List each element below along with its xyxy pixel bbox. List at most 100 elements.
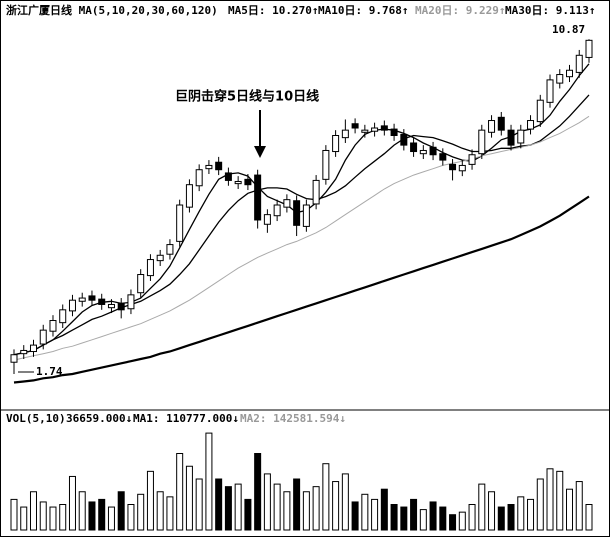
volume-bar <box>195 478 203 531</box>
candle-body <box>410 142 418 153</box>
candle-body <box>59 309 67 324</box>
volume-bar <box>312 486 320 531</box>
candle-body <box>117 302 125 311</box>
candle-body <box>361 129 369 133</box>
candle-body <box>263 214 271 225</box>
candle-body <box>566 69 574 78</box>
volume-bar <box>205 432 213 531</box>
high-label: 10.87 <box>552 23 585 36</box>
candle-body <box>575 54 583 73</box>
candle-body <box>312 179 320 205</box>
volume-header-text: MA1: 110777.000↓ <box>133 412 239 425</box>
candle-body <box>146 259 154 277</box>
candle-body <box>49 320 57 332</box>
volume-bar <box>322 463 330 531</box>
volume-bar <box>527 498 535 531</box>
header-text: MA10日: 9.768↑ <box>318 4 408 17</box>
candle-body <box>195 169 203 187</box>
volume-bar <box>244 498 252 531</box>
volume-bar <box>468 504 476 531</box>
header-text: MA30日: 9.113↑ <box>505 4 595 17</box>
volume-bar <box>410 498 418 531</box>
candle-body <box>244 178 252 186</box>
ma-line <box>13 63 590 356</box>
candle-body <box>29 344 37 353</box>
volume-bar <box>185 465 193 531</box>
volume-bar <box>283 491 291 531</box>
volume-bar <box>68 475 76 531</box>
candle-body <box>556 74 564 84</box>
volume-bar <box>556 470 564 531</box>
volume-bar <box>156 491 164 531</box>
candle-body <box>39 329 47 345</box>
ma-line <box>13 94 590 356</box>
candle-body <box>283 199 291 208</box>
candle-body <box>137 274 145 294</box>
volume-bar <box>293 478 301 531</box>
candle-body <box>224 172 232 181</box>
candle-body <box>98 298 106 305</box>
volume-bar <box>78 491 86 531</box>
candle-body <box>293 200 301 226</box>
volume-bar <box>127 504 135 531</box>
volume-bar <box>351 501 359 531</box>
volume-bar <box>263 473 271 531</box>
volume-bar <box>176 453 184 531</box>
volume-bar <box>585 504 593 531</box>
volume-bar <box>400 506 408 531</box>
candle-body <box>10 354 18 363</box>
volume-bar <box>536 478 544 531</box>
volume-header-text: 36659.000↓ <box>66 412 132 425</box>
volume-bar <box>117 491 125 531</box>
volume-bar <box>39 501 47 531</box>
candle-body <box>458 164 466 172</box>
volume-header-text: MA2: 142581.594↓ <box>240 412 346 425</box>
volume-bar <box>49 506 57 531</box>
candle-body <box>185 184 193 208</box>
volume-bar <box>566 488 574 531</box>
volume-bar <box>458 511 466 531</box>
candle-body <box>449 163 457 171</box>
volume-bar <box>361 493 369 531</box>
volume-bar <box>254 453 262 531</box>
candle-body <box>254 174 262 221</box>
annotation-arrowhead <box>254 146 266 158</box>
candle-body <box>400 133 408 146</box>
candle-body <box>419 149 427 155</box>
candle-body <box>156 254 164 262</box>
volume-bar <box>449 514 457 531</box>
volume-bar <box>517 496 525 531</box>
header-text: MA20日: 9.229↑ <box>415 4 505 17</box>
ma-line <box>13 115 590 361</box>
candle-body <box>536 99 544 123</box>
candle-body <box>371 127 379 132</box>
candle-body <box>351 123 359 129</box>
candle-body <box>468 154 476 165</box>
header-text: 浙江广厦日线 MA(5,10,20,30,60,120) <box>6 3 218 17</box>
volume-bar <box>341 473 349 531</box>
candle-body <box>341 129 349 139</box>
volume-bar <box>371 498 379 531</box>
ma-line <box>13 195 590 384</box>
candle-body <box>332 135 340 153</box>
candle-body <box>107 303 115 309</box>
volume-bar <box>302 491 310 531</box>
volume-bar <box>419 509 427 531</box>
volume-bar <box>146 470 154 531</box>
annotation: 巨阴击穿5日线与10日线 <box>175 89 319 105</box>
volume-bar <box>98 498 106 531</box>
candle-body <box>166 244 174 255</box>
candle-body <box>215 161 223 171</box>
candle-body <box>380 125 388 131</box>
candle-body <box>127 294 135 310</box>
low-label: 1.74 <box>36 365 63 378</box>
volume-bar <box>224 486 232 531</box>
candle-body <box>88 295 96 301</box>
candle-body <box>78 297 86 302</box>
volume-bar <box>380 488 388 531</box>
candle-body <box>20 349 28 355</box>
volume-bar <box>107 506 115 531</box>
volume-bar <box>478 483 486 531</box>
